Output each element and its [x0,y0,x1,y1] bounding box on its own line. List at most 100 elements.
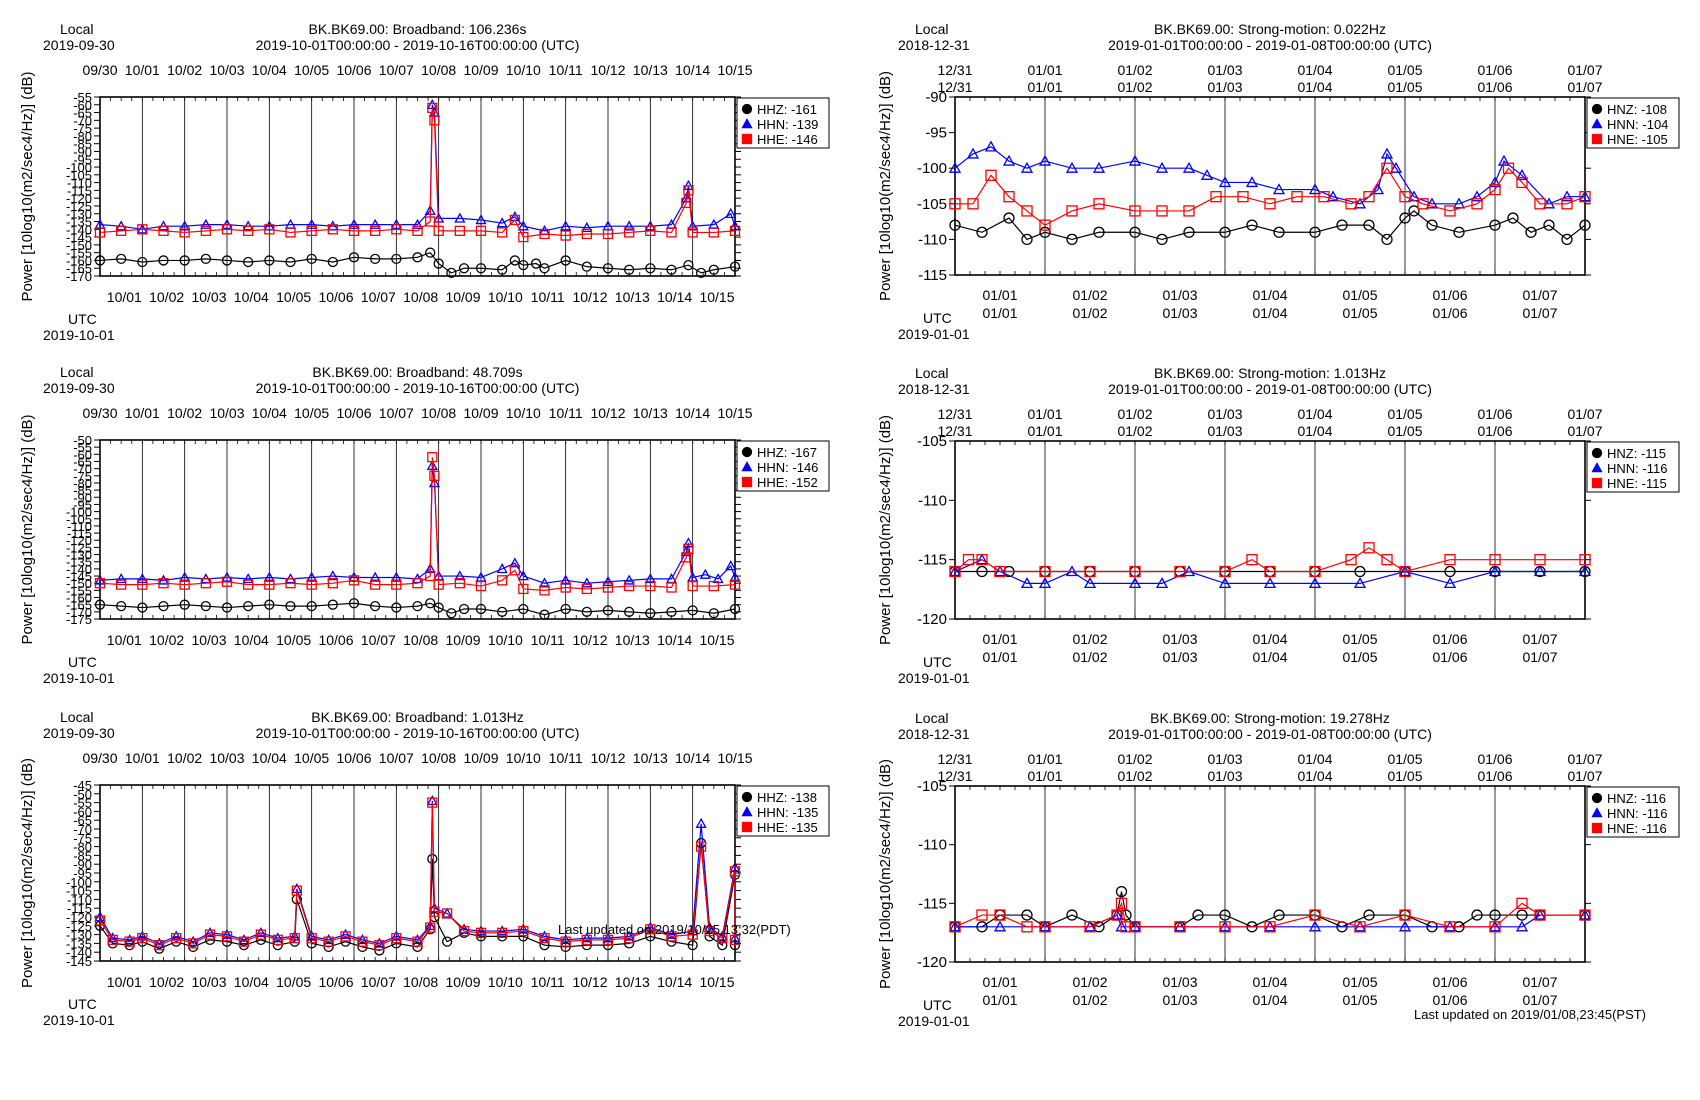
top-tick-label: 10/15 [717,405,752,421]
top-tick-label: 10/12 [590,62,625,78]
data-point [429,906,440,917]
data-point [994,565,1006,578]
bottom-tick-label: 10/01 [107,974,142,990]
utc-label: UTC [923,654,952,670]
data-point [264,255,275,266]
data-point [475,214,487,225]
data-point [539,228,550,240]
y-axis-label: Power [10log10(m2/sec4/Hz)] (dB) [877,71,894,301]
top-tick-label-utc: 12/31 [937,79,972,95]
data-point [1246,554,1258,566]
data-point [741,476,753,488]
legend-entry: HNE: -115 [1607,476,1667,491]
bottom-tick-label-utc: 01/04 [1252,649,1287,665]
bottom-tick-label: 10/14 [657,974,692,990]
data-point [1381,554,1393,566]
data-point [581,577,593,588]
data-point [370,579,381,590]
data-point [725,560,737,571]
y-tick-label: -100 [917,160,947,177]
top-tick-label: 10/03 [209,405,244,421]
data-point [496,217,508,228]
utc-date: 2019-10-01 [43,1012,115,1028]
data-point [306,225,317,237]
data-point [602,605,614,616]
local-date: 2018-12-31 [898,381,970,397]
top-tick-label: 01/02 [1117,751,1152,767]
data-point [171,932,182,944]
top-tick-label-utc: 01/01 [1027,79,1062,95]
series-N [94,459,741,588]
data-point [1129,205,1141,217]
data-point [348,225,360,237]
top-tick-label: 10/05 [294,405,329,421]
series-line [99,843,736,952]
data-point [221,928,233,939]
data-point [560,603,571,615]
data-point [391,224,402,235]
data-point [624,938,635,949]
data-point [1363,542,1375,554]
y-tick-label: -50 [73,433,92,448]
data-point [1003,212,1015,224]
bottom-tick-label-utc: 01/07 [1522,992,1557,1008]
bottom-tick-label: 10/10 [488,289,523,305]
data-point [687,605,698,616]
y-tick-label: -105 [66,168,92,183]
data-point [741,821,753,833]
y-tick-label: -110 [67,176,92,191]
top-tick-label: 10/11 [549,750,583,766]
bottom-tick-label: 10/15 [699,632,734,648]
data-point [124,934,136,945]
y-tick-label: -125 [66,199,92,214]
data-point [1381,162,1393,174]
legend-entry: HHN: -146 [757,460,818,475]
y-tick-label: -110 [918,837,947,854]
utc-label: UTC [923,310,952,326]
y-tick-label: -75 [73,121,92,136]
data-point [623,930,635,941]
plot-frame [954,785,1586,963]
data-point [1128,577,1142,589]
data-point [238,934,250,945]
bottom-tick-label: 10/15 [699,974,734,990]
utc-label: UTC [923,997,952,1013]
data-point [327,224,338,235]
data-point [644,573,656,584]
y-axis-label: Power [10log10(m2/sec4/Hz)] (dB) [19,71,36,301]
data-point [581,932,593,943]
bottom-tick-label: 10/09 [445,289,480,305]
bottom-tick-label: 01/06 [1432,287,1467,303]
series-E [949,897,1591,933]
chart-title: BK.BK69.00: Broadband: 48.709s [312,364,522,380]
data-point [1534,198,1546,210]
y-tick-label: -90 [73,857,92,872]
top-tick-label: 01/06 [1477,751,1512,767]
data-point [475,580,487,592]
top-tick-label-utc: 01/03 [1207,423,1242,439]
data-point [729,940,741,951]
data-point [1502,162,1515,174]
data-point [509,214,521,226]
y-tick-label: -150 [66,576,92,591]
data-point [285,600,296,612]
bottom-tick-label: 10/11 [531,632,565,648]
y-axis-label: Power [10log10(m2/sec4/Hz)] (dB) [877,759,894,989]
data-point [327,570,339,581]
series-E [94,797,741,951]
data-point [949,198,961,210]
data-point [1489,183,1501,196]
data-point [1039,219,1051,231]
legend-entry: HNN: -116 [1607,461,1667,476]
data-point [509,255,521,266]
data-point [1066,909,1078,921]
data-point [94,574,106,585]
data-point [373,937,386,948]
data-point [116,225,127,237]
data-point [1183,226,1195,238]
bottom-tick-label: 10/04 [234,974,269,990]
legend-entry: HHE: -146 [757,132,818,147]
left-last-updated: Last updated on 2019/10/25,13:32(PDT) [558,922,791,937]
data-point [94,255,106,266]
top-tick-label: 01/03 [1207,62,1242,78]
